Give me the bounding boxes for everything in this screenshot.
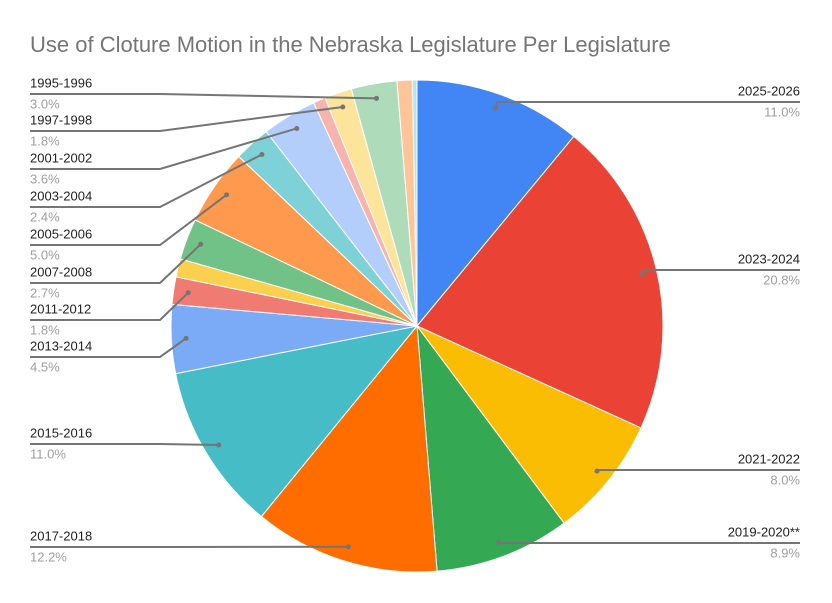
- pie-slice: [411, 79, 418, 327]
- slice-value-label: 3.6%: [30, 171, 60, 186]
- leader-line: [30, 127, 298, 170]
- slice-value-label: 11.0%: [764, 104, 800, 119]
- leader-dot: [496, 539, 502, 545]
- chart-title: Use of Cloture Motion in the Nebraska Le…: [30, 32, 671, 57]
- slice-value-label: 8.9%: [770, 545, 800, 560]
- slice-label: 2021-2022: [738, 451, 800, 466]
- leader-line: [30, 153, 263, 208]
- slice-label: 1995-1996: [30, 75, 92, 90]
- slice-label: 1997-1998: [30, 112, 92, 127]
- leader-line: [30, 443, 219, 446]
- leader-line: [30, 93, 377, 100]
- leader-dot: [224, 192, 230, 198]
- pie-slice: [175, 325, 419, 518]
- slice-label: 2019-2020**: [728, 524, 800, 539]
- leader-dot: [492, 105, 498, 111]
- leader-dot: [639, 271, 645, 277]
- leader-dot: [183, 335, 189, 341]
- slice-value-label: 2.4%: [30, 209, 60, 224]
- pie-slice: [416, 325, 642, 524]
- slice-value-label: 4.5%: [30, 359, 60, 374]
- leader-dot: [259, 151, 265, 157]
- pie-slice: [260, 324, 438, 573]
- slice-label: 2003-2004: [30, 188, 92, 203]
- slice-label: 2007-2008: [30, 264, 92, 279]
- leader-dot: [340, 104, 346, 110]
- leader-dot: [594, 468, 600, 474]
- slice-value-label: 11.0%: [30, 446, 66, 461]
- leader-line: [30, 337, 187, 358]
- leader-line: [596, 469, 800, 472]
- slice-label: 2017-2018: [30, 528, 92, 543]
- leader-line: [30, 106, 343, 132]
- pie-slice: [416, 79, 575, 328]
- leader-dot: [345, 544, 351, 550]
- slice-label: 2013-2014: [30, 338, 92, 353]
- leader-dot: [374, 95, 380, 101]
- leader-line: [30, 291, 189, 321]
- slice-label: 2023-2024: [738, 251, 800, 266]
- slice-value-label: 8.0%: [770, 472, 800, 487]
- leader-line: [30, 194, 228, 246]
- leader-line: [497, 542, 800, 544]
- slice-label: 2011-2012: [30, 301, 91, 316]
- slice-label: 2005-2006: [30, 226, 92, 241]
- pie-slice: [416, 324, 565, 572]
- slice-label: 2015-2016: [30, 425, 92, 440]
- slice-value-label: 12.2%: [30, 549, 67, 564]
- slice-value-label: 1.8%: [30, 322, 60, 337]
- leader-dot: [294, 125, 300, 131]
- leader-dot: [185, 290, 191, 296]
- leader-dot: [216, 442, 222, 448]
- slice-value-label: 1.8%: [30, 133, 60, 148]
- slice-value-label: 20.8%: [763, 272, 800, 287]
- leader-line: [30, 243, 202, 284]
- leader-dot: [198, 241, 204, 247]
- slice-label: 2001-2002: [30, 150, 92, 165]
- slice-value-label: 3.0%: [30, 96, 60, 111]
- leader-line: [494, 101, 800, 109]
- slice-label: 2025-2026: [738, 83, 800, 98]
- slice-value-label: 5.0%: [30, 247, 60, 262]
- slice-value-label: 2.7%: [30, 285, 60, 300]
